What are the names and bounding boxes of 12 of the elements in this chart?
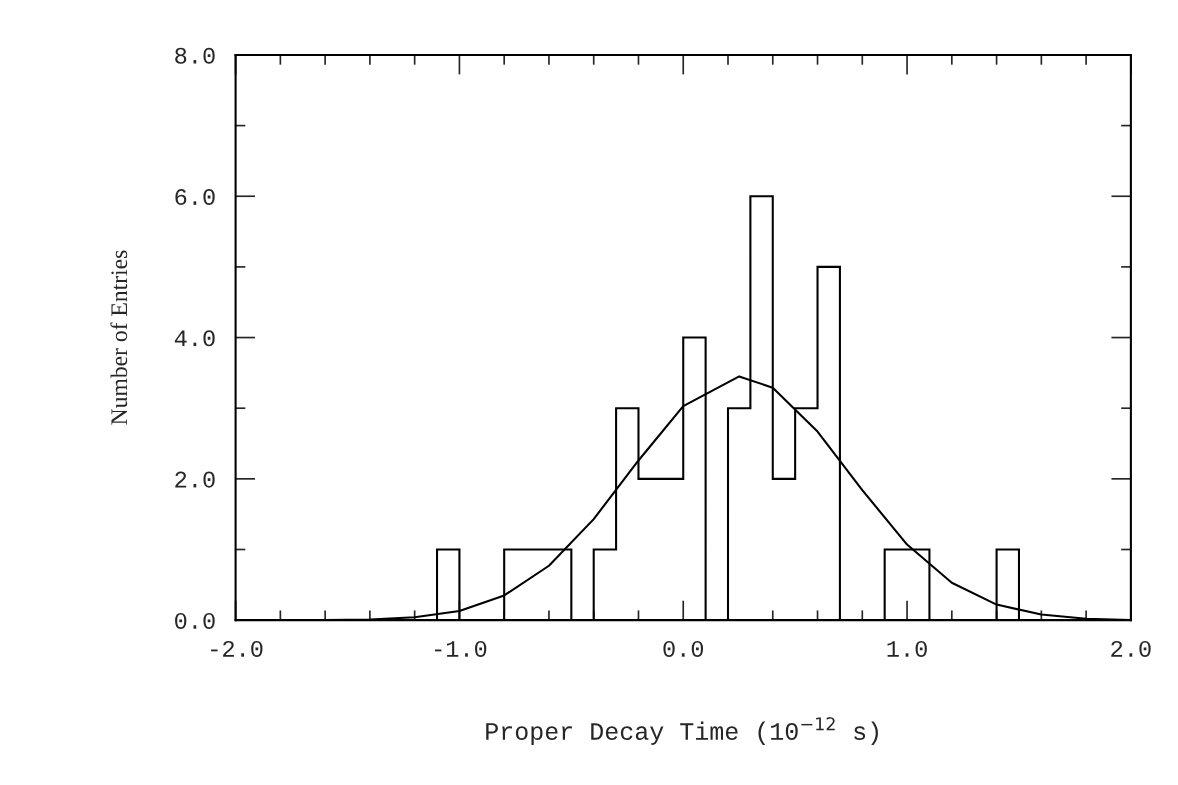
- y-tick-label: 6.0: [175, 189, 215, 206]
- x-axis-title: Proper Decay Time (10$^{−12}$ s): [486, 717, 878, 745]
- x-tick-label: -1.0: [434, 640, 487, 657]
- y-tick-label: 4.0: [174, 330, 215, 347]
- y-tick-label: 0.0: [175, 612, 215, 629]
- y-axis-title: Number of Entries: [110, 250, 128, 425]
- x-tick-label: 0.0: [663, 640, 704, 657]
- x-tick-label: 1.0: [887, 640, 927, 657]
- x-tick-label: -2.0: [211, 640, 263, 657]
- y-tick-label: 2.0: [175, 471, 215, 488]
- y-tick-label: 8.0: [175, 47, 215, 64]
- x-tick-label: 2.0: [1111, 640, 1151, 657]
